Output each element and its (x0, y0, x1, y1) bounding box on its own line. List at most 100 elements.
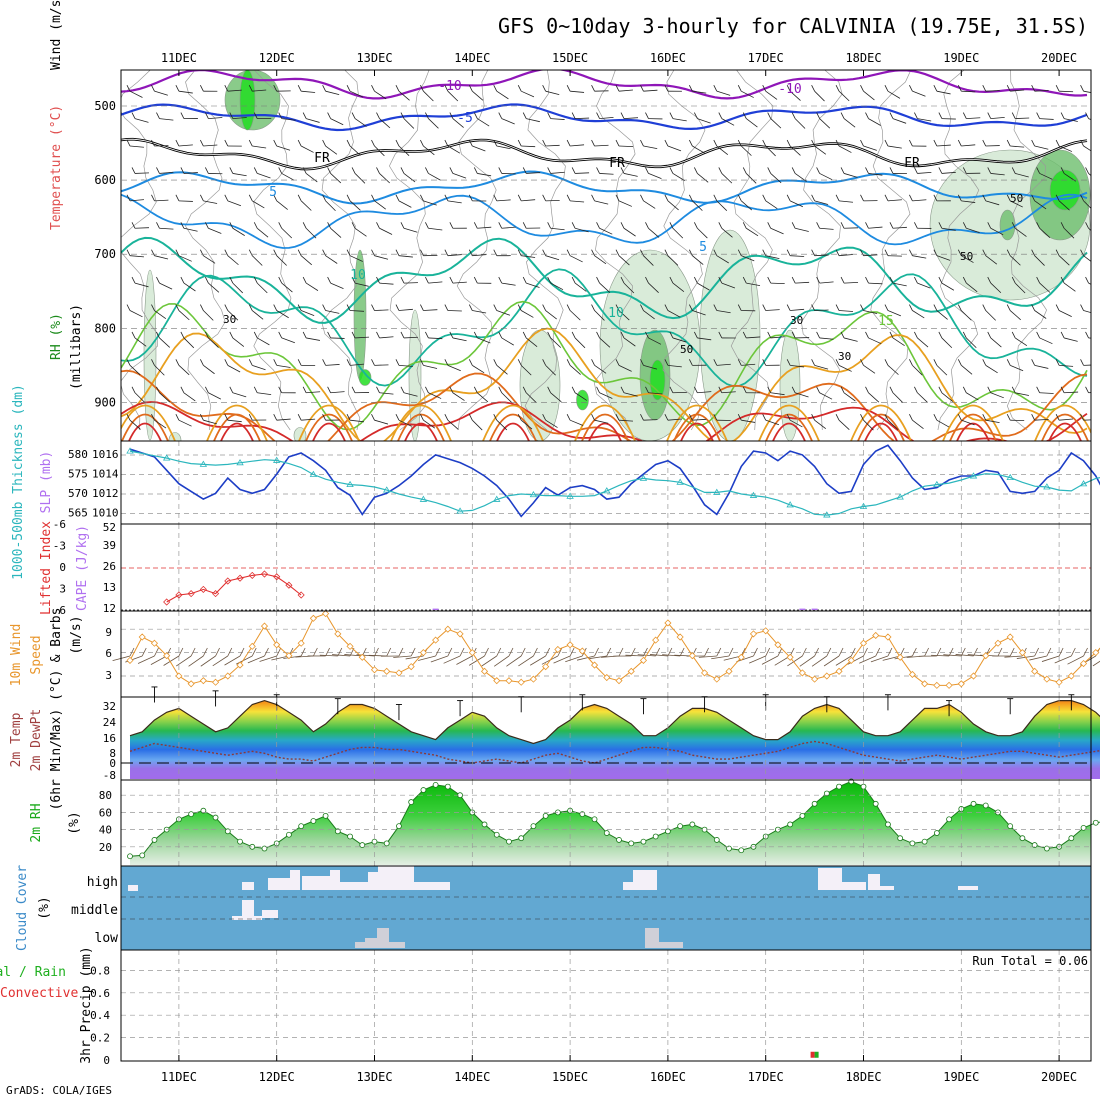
wind-barb-flag (596, 112, 600, 119)
wind-barb (134, 227, 150, 229)
lifted-axis-title: Lifted Index (39, 521, 54, 615)
wind-barb-flag (425, 167, 429, 174)
slp-axis-title-text: SLP (mb) (39, 451, 54, 514)
date-label-bottom: 19DEC (943, 1070, 979, 1084)
wind-barb (545, 419, 558, 428)
wind-barb (281, 118, 296, 121)
wind-barb-flag (811, 304, 815, 311)
wind-barb (349, 255, 363, 262)
rh-marker (921, 838, 928, 845)
isotherm-warm (588, 422, 622, 441)
wind-barb-flag (737, 194, 742, 202)
wind-barb-flag (962, 222, 967, 229)
wind-barb-flag (571, 112, 576, 119)
wind-barb-flag (767, 112, 772, 119)
wind-barb (985, 419, 1000, 423)
wind-barb (203, 310, 214, 321)
cloud-low-block (389, 942, 405, 948)
wind-barb-flag (224, 359, 229, 366)
wind-barb (1092, 660, 1100, 667)
cloud-high-block (868, 874, 880, 890)
wind-barb-flag (938, 222, 943, 229)
wind-speed-marker (297, 639, 305, 647)
wind-barb-flag (791, 112, 796, 119)
wind-barb-flag (814, 647, 819, 657)
rh-marker (408, 799, 415, 805)
footer-credit: GrADS: COLA/IGES (6, 1084, 112, 1097)
wind-barb (721, 282, 736, 289)
wind-barb (403, 336, 418, 339)
cape-bar (799, 608, 806, 610)
isotherm-warm (312, 422, 346, 441)
wind-barb (379, 392, 394, 395)
wind-barb-flag (762, 139, 767, 147)
wind-barb-flag (1085, 331, 1089, 339)
rh-marker (811, 800, 818, 807)
wind-barb-flag (591, 139, 595, 147)
wind-barb (819, 392, 833, 400)
isotherm (121, 193, 1088, 249)
wind-speed-marker (187, 680, 195, 688)
temp-axis-title-3: (6hr Min/Max) (°C) (49, 670, 64, 811)
precip-convective-bar (810, 1051, 815, 1058)
wind-barb-flag (273, 194, 278, 202)
wind-barb-flag (1006, 194, 1011, 202)
wind-barb (746, 282, 761, 287)
wind-barb (227, 310, 239, 321)
wind-barb-flag (473, 222, 478, 229)
cloud-level-label: low (95, 931, 119, 946)
wind-barb (1015, 392, 1030, 396)
wind-speed-marker (1043, 675, 1051, 683)
wind-barb (350, 363, 365, 366)
thickness-marker (456, 507, 464, 514)
wind-barb-flag (767, 167, 772, 174)
wind-speed-marker (786, 653, 794, 661)
wind-barb (349, 145, 361, 156)
isotherm-label: -10 (778, 82, 801, 97)
wind-barb (814, 145, 827, 155)
wind-barb-flag (473, 331, 478, 339)
wind-barb (525, 337, 538, 348)
wind-barb (1010, 89, 1025, 92)
wind-barb (154, 365, 165, 376)
wind-barb-flag (669, 386, 674, 393)
wind-barb (575, 117, 590, 119)
wind-barb (966, 117, 981, 119)
rh-marker (530, 823, 537, 830)
wind-barb (251, 255, 263, 266)
wind-barb (1054, 655, 1072, 664)
isotherm-warm (121, 404, 176, 441)
wind-barb-flag (449, 386, 454, 393)
wind-barb-flag (811, 359, 815, 366)
wind-barb (618, 255, 630, 266)
wind-barb (349, 200, 361, 211)
wind-barb-flag (566, 414, 571, 421)
wind-barb-flag (982, 249, 987, 256)
wind-barb-flag (449, 112, 454, 119)
wind-barb-flag (811, 249, 815, 256)
wind-barb-flag (860, 139, 864, 147)
wind-barb (477, 118, 490, 127)
wind-barb (819, 227, 834, 230)
wind-barb (134, 282, 149, 288)
lifted-index-marker (260, 570, 269, 578)
wind-barb-flag (468, 249, 473, 256)
temp-tick-label: 8 (109, 747, 116, 760)
wind-speed-marker (957, 680, 965, 688)
wind-barb (1034, 418, 1049, 421)
wind-barb-flag (1055, 139, 1060, 147)
wind-barb-flag (542, 249, 547, 256)
slp-tick-label: 1014 (92, 468, 119, 481)
wind-barb-flag (346, 304, 351, 311)
wind-barb-flag (816, 222, 820, 229)
wind-barb (305, 173, 318, 183)
wind-barb (941, 227, 956, 231)
wind-barb-flag (1031, 85, 1036, 92)
wind-barb-flag (791, 222, 796, 229)
wind-barb-flag (484, 647, 489, 657)
wind-barb-flag (816, 386, 820, 393)
wind-barb (1014, 282, 1026, 294)
wind-barb-flag (297, 139, 302, 147)
wind-barb (863, 90, 875, 101)
cloud-high-block (880, 886, 894, 890)
